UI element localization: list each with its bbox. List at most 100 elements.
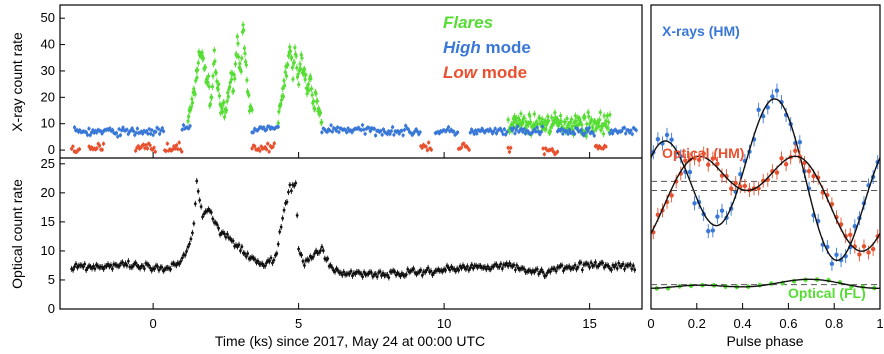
optical-point [423, 270, 427, 274]
xray-point-flares [225, 99, 229, 103]
xray-point-flares [279, 98, 284, 102]
xray-point-flares [591, 125, 595, 129]
xray-point-flares [283, 70, 287, 74]
xray-point-high-mode [120, 128, 124, 132]
xray-point-low-mode [250, 146, 254, 151]
xray-point-flares [241, 23, 245, 27]
phase-point-x-rays-hm- [719, 208, 725, 213]
optical-point [467, 268, 471, 272]
optical-point [156, 265, 159, 268]
legend: Flares High mode Low mode [443, 13, 531, 82]
xray-point-high-mode [624, 131, 628, 136]
xray-point-high-mode [573, 132, 577, 136]
xray-point-flares [299, 53, 303, 57]
xray-point-flares [300, 56, 304, 60]
optical-point [612, 265, 616, 269]
optical-point [342, 270, 346, 274]
xray-point-low-mode [507, 150, 512, 154]
optical-point [425, 268, 429, 272]
xray-point-flares [540, 117, 544, 121]
optical-point [452, 267, 456, 271]
optical-point [361, 275, 365, 279]
optical-point [320, 245, 324, 249]
xray-point-high-mode [121, 125, 125, 130]
xray-point-flares [292, 60, 296, 65]
optical-point [447, 266, 450, 269]
xray-point-high-mode [180, 128, 184, 132]
optical-point [297, 247, 301, 251]
xray-point-flares [240, 56, 244, 60]
xray-point-flares [190, 101, 195, 105]
optical-point [602, 266, 606, 269]
xray-point-low-mode [136, 144, 140, 148]
optical-point [285, 200, 289, 204]
optical-point [196, 189, 200, 193]
xray-point-flares [211, 74, 215, 78]
xray-point-flares [213, 59, 217, 63]
xray-point-flares [528, 114, 532, 118]
left-panel-frame [59, 4, 643, 310]
xray-point-flares [594, 126, 599, 130]
optical-point [138, 266, 142, 270]
optical-point [454, 269, 458, 273]
optical-point [362, 270, 366, 274]
xray-point-high-mode [492, 129, 496, 133]
optical-point [359, 272, 363, 276]
xray-point-high-mode [567, 128, 571, 132]
optical-point [209, 211, 213, 214]
optical-point [369, 271, 373, 274]
xray-point-high-mode [534, 129, 538, 134]
xray-point-high-mode [89, 130, 94, 135]
xray-point-high-mode [381, 127, 386, 132]
xray-point-high-mode [125, 127, 129, 132]
xray-ytick-label: 0 [48, 142, 55, 157]
optical-point [142, 267, 146, 271]
optical-point [281, 216, 285, 220]
xray-point-flares [604, 119, 608, 123]
xray-point-flares [574, 119, 578, 123]
xray-point-flares [187, 114, 191, 118]
xray-point-flares [222, 115, 227, 119]
xray-point-flares [580, 123, 584, 127]
optical-point [157, 268, 161, 272]
xray-point-low-mode [258, 149, 262, 153]
xray-point-low-mode [506, 146, 510, 150]
xray-point-high-mode [84, 130, 88, 135]
xray-point-low-mode [542, 152, 546, 156]
optical-point [375, 275, 379, 279]
optical-point [217, 226, 220, 230]
xray-point-flares [313, 107, 317, 111]
optical-point [444, 268, 447, 272]
xray-point-high-mode [519, 127, 524, 131]
time-xtick-label: 10 [437, 316, 451, 331]
xray-point-flares [597, 124, 601, 129]
xray-point-high-mode [188, 124, 192, 128]
xray-point-low-mode [176, 147, 180, 151]
optical-point [499, 262, 503, 266]
xray-point-flares [201, 56, 206, 60]
xray-point-high-mode [611, 131, 615, 136]
xray-point-high-mode [141, 132, 145, 136]
xray-ytick-label: 40 [41, 37, 55, 52]
optical-ylabel: Optical count rate [9, 179, 25, 289]
optical-point [118, 264, 122, 268]
xray-point-flares [210, 85, 214, 89]
annotation-optical-hm: Optical (HM) [662, 145, 744, 161]
optical-point [617, 261, 621, 265]
xray-point-flares [293, 45, 297, 50]
xray-point-flares [233, 62, 238, 66]
optical-point [349, 269, 353, 273]
xray-point-flares [519, 112, 523, 116]
optical-point [471, 266, 475, 270]
phase-point-x-rays-hm- [692, 201, 697, 206]
xray-point-low-mode [174, 143, 179, 147]
optical-point [71, 268, 75, 272]
xray-point-flares [320, 120, 324, 124]
xray-point-flares [212, 48, 216, 52]
optical-point [378, 270, 382, 273]
xray-point-flares [573, 114, 577, 118]
phase-point-optical-hm- [870, 246, 876, 252]
xray-point-flares [206, 74, 211, 78]
optical-point [464, 267, 468, 271]
xray-point-high-mode [346, 126, 350, 130]
